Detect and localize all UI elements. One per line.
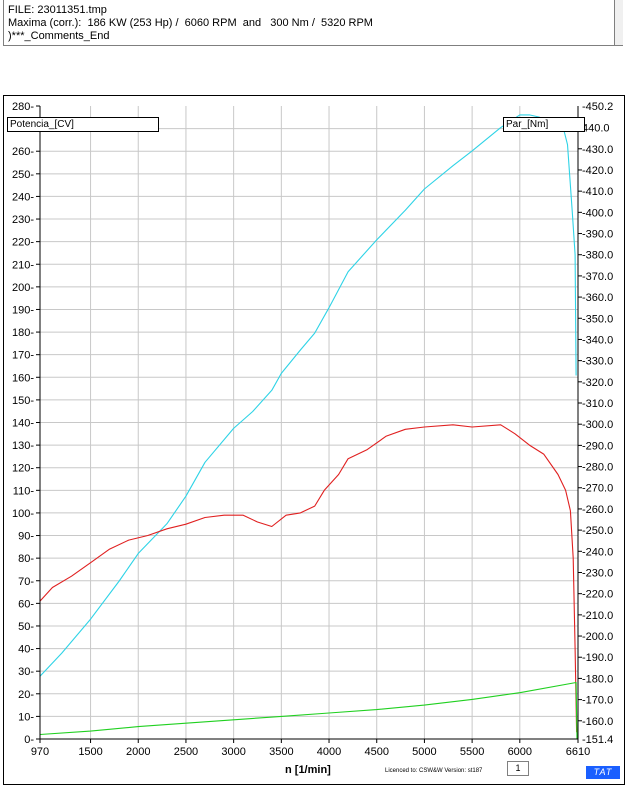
right-tick-label: -220.0 xyxy=(582,589,613,601)
x-axis-label: n [1/min] xyxy=(285,764,331,776)
right-axis-label: Par_[Nm] xyxy=(503,117,585,132)
right-tick-label: -320.0 xyxy=(582,377,613,389)
left-tick-label: 190- xyxy=(12,304,34,316)
right-tick-label: 440.0 xyxy=(582,123,610,135)
dyno-chart-frame: 0- 10- 20- 30- 40- 50- 60- 70- 80- 90- 100- 110- 120… xyxy=(3,95,625,785)
loss-curve xyxy=(39,681,578,740)
left-tick-label: 110- xyxy=(13,485,35,497)
comment-line-maxima: Maxima (corr.): 186 KW (253 Hp) / 6060 R… xyxy=(8,17,373,29)
chart-series xyxy=(39,114,578,740)
right-tick-label: -240.0 xyxy=(582,546,613,558)
x-tick-label: 2500 xyxy=(174,746,198,758)
right-axis-ticks: -160.0 -170.0 -180.0 -190.0 -200.0 -210.0 -220… xyxy=(578,101,613,746)
x-tick-label: 6000 xyxy=(508,746,532,758)
page-button[interactable]: 1 xyxy=(507,761,529,776)
left-tick-label: 120- xyxy=(12,463,34,475)
right-max-label: -450.2 xyxy=(582,101,613,113)
comment-line-file: FILE: 23011351.tmp xyxy=(8,4,107,16)
right-tick-label: -210.0 xyxy=(582,610,613,622)
chart-axes xyxy=(39,106,579,740)
right-tick-label: -390.0 xyxy=(582,229,613,241)
x-axis-ticks: 970 1500 2000 2500 3000 3500 4000 4500 5000 5500 6… xyxy=(31,739,590,758)
comment-line-end: )***_Comments_End xyxy=(8,30,110,42)
left-tick-label: 50- xyxy=(18,621,34,633)
left-tick-label: 260- xyxy=(12,146,34,158)
right-tick-label: -250.0 xyxy=(582,525,613,537)
right-tick-label: -310.0 xyxy=(582,398,613,410)
x-tick-label: 2000 xyxy=(126,746,150,758)
right-tick-label: -340.0 xyxy=(582,334,613,346)
left-tick-label: 20- xyxy=(18,689,34,701)
left-tick-label: 200- xyxy=(12,282,34,294)
left-tick-label: 30- xyxy=(18,666,34,678)
torque-curve xyxy=(39,114,577,677)
right-tick-label: -180.0 xyxy=(582,673,613,685)
right-tick-label: -380.0 xyxy=(582,250,613,262)
left-tick-label: 40- xyxy=(18,644,34,656)
left-tick-label: 150- xyxy=(12,395,34,407)
x-tick-label: 4500 xyxy=(364,746,388,758)
left-tick-label: 160- xyxy=(12,372,34,384)
left-tick-label: 130- xyxy=(12,440,34,452)
left-tick-label: 280- xyxy=(12,101,34,113)
left-tick-label: 140- xyxy=(12,418,34,430)
right-tick-label: -360.0 xyxy=(582,292,613,304)
right-tick-label: -190.0 xyxy=(582,652,613,664)
right-axis-label-text: Par_[Nm] xyxy=(506,119,549,130)
x-tick-label: 5000 xyxy=(412,746,436,758)
x-tick-label: 4000 xyxy=(317,746,341,758)
left-tick-label: 90- xyxy=(18,531,34,543)
right-tick-label: -200.0 xyxy=(582,631,613,643)
left-tick-label: 60- xyxy=(18,598,34,610)
x-tick-label: 970 xyxy=(31,746,49,758)
left-axis-ticks: 0- 10- 20- 30- 40- 50- 60- 70- 80- 90- 100- 110- 120… xyxy=(12,101,40,746)
left-tick-label: 240- xyxy=(12,191,34,203)
tat-button[interactable]: TAT xyxy=(586,766,620,779)
right-tick-label: -170.0 xyxy=(582,695,613,707)
right-tick-label: -280.0 xyxy=(582,462,613,474)
power-curve xyxy=(39,424,578,733)
right-min-label: -151.4 xyxy=(582,734,613,746)
left-tick-label: 210- xyxy=(12,259,34,271)
left-tick-label: 100- xyxy=(12,508,34,520)
right-tick-label: -330.0 xyxy=(582,356,613,368)
right-tick-label: -420.0 xyxy=(582,165,613,177)
right-tick-label: -260.0 xyxy=(582,504,613,516)
left-axis-label-text: Potencia_[CV] xyxy=(10,119,74,130)
right-tick-label: -230.0 xyxy=(582,567,613,579)
left-tick-label: 180- xyxy=(12,327,34,339)
left-tick-label: 170- xyxy=(12,350,34,362)
left-tick-label: 220- xyxy=(12,237,34,249)
right-tick-label: -400.0 xyxy=(582,207,613,219)
x-tick-label: 3500 xyxy=(269,746,293,758)
right-tick-label: -410.0 xyxy=(582,186,613,198)
right-tick-label: -160.0 xyxy=(582,716,613,728)
left-axis-label: Potencia_[CV] xyxy=(7,117,159,132)
right-tick-label: -290.0 xyxy=(582,440,613,452)
chart-grid xyxy=(40,106,578,739)
x-tick-label: 1500 xyxy=(78,746,102,758)
left-tick-label: 230- xyxy=(12,214,34,226)
right-tick-label: -430.0 xyxy=(582,144,613,156)
left-tick-label: 0- xyxy=(24,734,34,746)
right-tick-label: -370.0 xyxy=(582,271,613,283)
right-tick-label: -350.0 xyxy=(582,313,613,325)
right-tick-label: -270.0 xyxy=(582,483,613,495)
dyno-chart: 0- 10- 20- 30- 40- 50- 60- 70- 80- 90- 100- 110- 120… xyxy=(12,101,613,758)
x-tick-label: 6610 xyxy=(566,746,590,758)
left-tick-label: 10- xyxy=(18,711,34,723)
left-tick-label: 70- xyxy=(18,576,34,588)
license-text: Licenced to: CSW&W Version: st187 xyxy=(385,768,483,774)
x-tick-label: 3000 xyxy=(221,746,245,758)
left-tick-label: 80- xyxy=(18,553,34,565)
comments-scrollbar[interactable] xyxy=(614,0,623,45)
right-tick-label: -300.0 xyxy=(582,419,613,431)
comments-panel: FILE: 23011351.tmp Maxima (corr.): 186 K… xyxy=(3,0,623,46)
x-tick-label: 5500 xyxy=(460,746,484,758)
left-tick-label: 250- xyxy=(12,169,34,181)
